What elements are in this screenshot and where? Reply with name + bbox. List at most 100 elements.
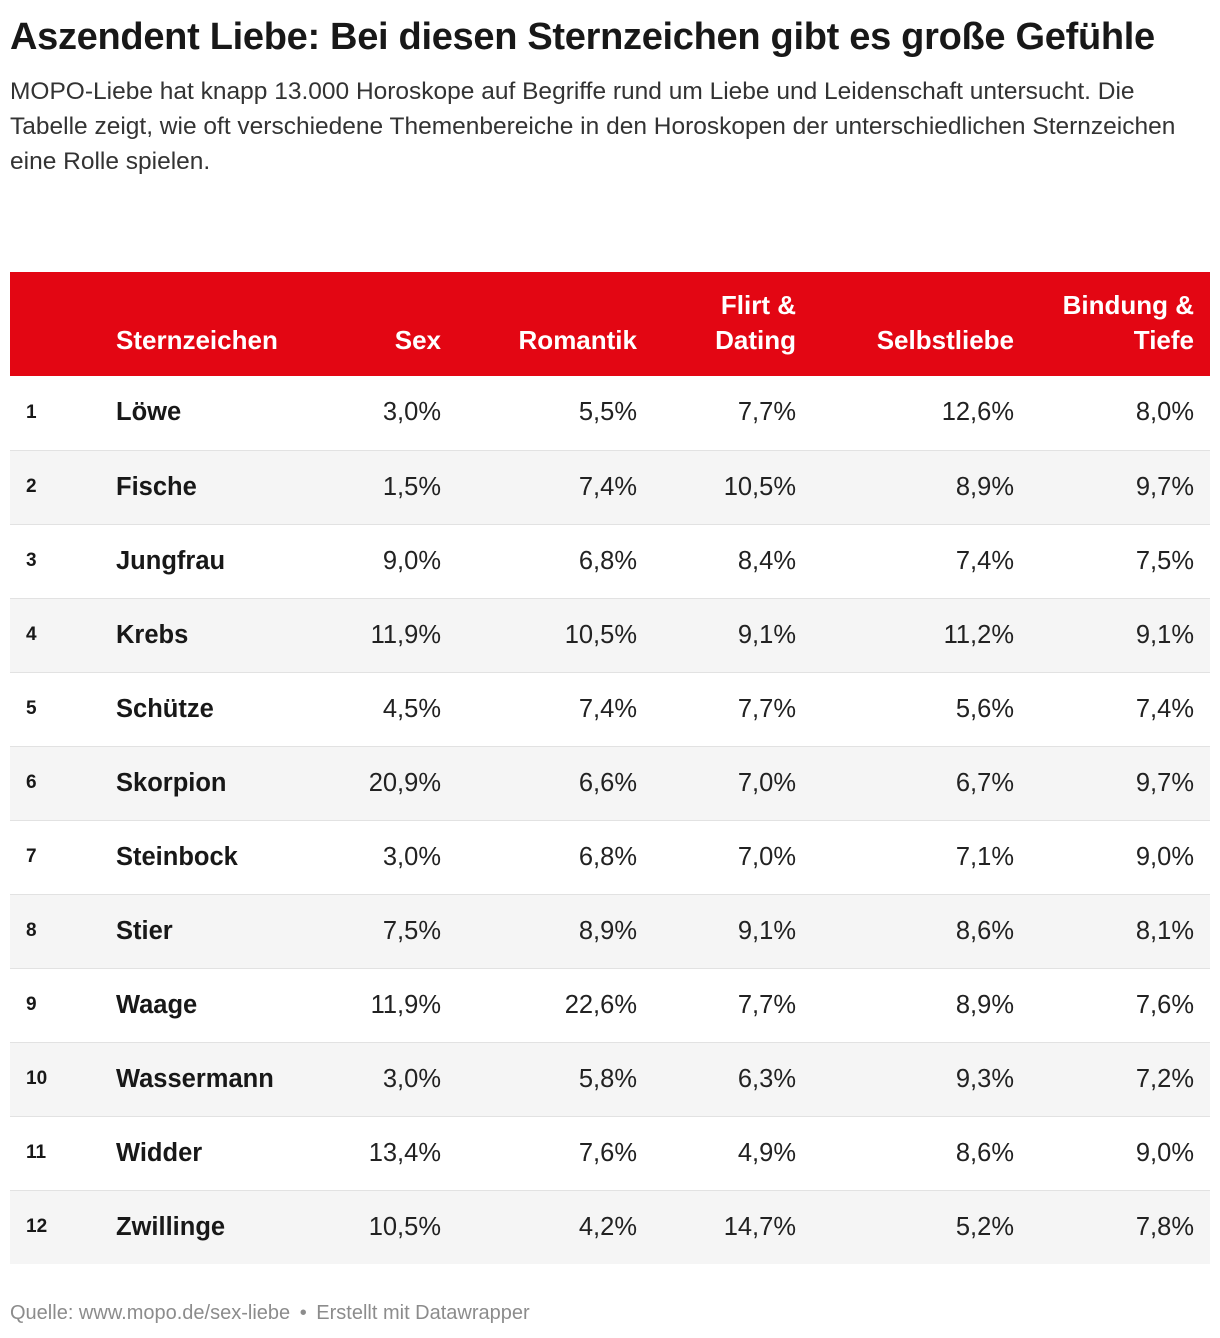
value-cell: 7,1%: [812, 820, 1030, 895]
value-cell: 11,9%: [300, 968, 457, 1043]
rank-cell: 4: [10, 598, 100, 673]
sign-cell: Schütze: [100, 672, 300, 747]
rank-cell: 7: [10, 820, 100, 895]
value-cell: 11,9%: [300, 598, 457, 673]
value-cell: 7,4%: [812, 524, 1030, 599]
value-cell: 7,7%: [653, 968, 812, 1043]
column-header: Sex: [394, 325, 441, 355]
sign-cell: Stier: [100, 894, 300, 969]
value-cell: 5,6%: [812, 672, 1030, 747]
value-cell: 8,4%: [653, 524, 812, 599]
column-header: [10, 272, 100, 376]
rank-cell: 11: [10, 1116, 100, 1191]
sign-cell: Löwe: [100, 376, 300, 451]
value-cell: 20,9%: [300, 746, 457, 821]
table-row: 11 Widder 13,4% 7,6% 4,9% 8,6% 9,0%: [10, 1116, 1210, 1191]
value-cell: 12,6%: [812, 376, 1030, 451]
value-cell: 7,6%: [1030, 968, 1210, 1043]
value-cell: 9,1%: [653, 894, 812, 969]
data-table: Sternzeichen Sex Romantik Flirt & Dating Sel…: [10, 272, 1210, 1264]
sign-cell: Jungfrau: [100, 524, 300, 599]
value-cell: 6,3%: [653, 1042, 812, 1117]
value-cell: 4,2%: [457, 1190, 653, 1264]
chart-container: Aszendent Liebe: Bei diesen Sternzeichen…: [10, 0, 1210, 1324]
sign-cell: Fische: [100, 450, 300, 525]
value-cell: 1,5%: [300, 450, 457, 525]
chart-subtitle: MOPO-Liebe hat knapp 13.000 Horoskope au…: [10, 78, 1176, 175]
value-cell: 10,5%: [457, 598, 653, 673]
footer-separator: •: [299, 1302, 307, 1324]
chart-title: Aszendent Liebe: Bei diesen Sternzeichen…: [10, 16, 1155, 58]
value-cell: 6,8%: [457, 820, 653, 895]
value-cell: 8,1%: [1030, 894, 1210, 969]
value-cell: 7,4%: [1030, 672, 1210, 747]
sign-cell: Skorpion: [100, 746, 300, 821]
value-cell: 8,9%: [812, 450, 1030, 525]
value-cell: 7,8%: [1030, 1190, 1210, 1264]
value-cell: 7,0%: [653, 820, 812, 895]
sign-cell: Widder: [100, 1116, 300, 1191]
rank-cell: 9: [10, 968, 100, 1043]
rank-cell: 3: [10, 524, 100, 599]
value-cell: 5,5%: [457, 376, 653, 451]
value-cell: 3,0%: [300, 376, 457, 451]
value-cell: 7,5%: [300, 894, 457, 969]
column-header: Flirt & Dating: [715, 290, 796, 355]
column-header: Selbstliebe: [876, 325, 1014, 355]
value-cell: 9,1%: [1030, 598, 1210, 673]
value-cell: 7,0%: [653, 746, 812, 821]
credit-note: Erstellt mit Datawrapper: [316, 1302, 530, 1324]
sign-cell: Zwillinge: [100, 1190, 300, 1264]
value-cell: 7,2%: [1030, 1042, 1210, 1117]
value-cell: 4,5%: [300, 672, 457, 747]
value-cell: 6,6%: [457, 746, 653, 821]
table-row: 1 Löwe 3,0% 5,5% 7,7% 12,6% 8,0%: [10, 376, 1210, 451]
rank-cell: 1: [10, 376, 100, 451]
column-header: Sternzeichen: [116, 325, 278, 355]
rank-cell: 10: [10, 1042, 100, 1117]
sign-cell: Steinbock: [100, 820, 300, 895]
table-row: 9 Waage 11,9% 22,6% 7,7% 8,9% 7,6%: [10, 968, 1210, 1043]
rank-cell: 6: [10, 746, 100, 821]
footer: Quelle: www.mopo.de/sex-liebe • Erstellt…: [10, 1302, 530, 1325]
value-cell: 7,4%: [457, 450, 653, 525]
table-row: 12 Zwillinge 10,5% 4,2% 14,7% 5,2% 7,8%: [10, 1190, 1210, 1264]
table-body: 1 Löwe 3,0% 5,5% 7,7% 12,6% 8,0% 2 Fische 1,5% 7,4…: [10, 376, 1210, 1264]
table-row: 10 Wassermann 3,0% 5,8% 6,3% 9,3% 7,2%: [10, 1042, 1210, 1117]
value-cell: 9,7%: [1030, 746, 1210, 821]
value-cell: 6,8%: [457, 524, 653, 599]
table-row: 3 Jungfrau 9,0% 6,8% 8,4% 7,4% 7,5%: [10, 524, 1210, 599]
value-cell: 4,9%: [653, 1116, 812, 1191]
value-cell: 3,0%: [300, 820, 457, 895]
rank-cell: 8: [10, 894, 100, 969]
value-cell: 8,9%: [812, 968, 1030, 1043]
table-header-row: Sternzeichen Sex Romantik Flirt & Dating Sel…: [10, 272, 1210, 376]
table-row: 6 Skorpion 20,9% 6,6% 7,0% 6,7% 9,7%: [10, 746, 1210, 821]
value-cell: 11,2%: [812, 598, 1030, 673]
column-header: Romantik: [518, 325, 637, 355]
value-cell: 5,2%: [812, 1190, 1030, 1264]
value-cell: 22,6%: [457, 968, 653, 1043]
table-row: 7 Steinbock 3,0% 6,8% 7,0% 7,1% 9,0%: [10, 820, 1210, 895]
value-cell: 8,6%: [812, 894, 1030, 969]
value-cell: 13,4%: [300, 1116, 457, 1191]
value-cell: 9,0%: [1030, 1116, 1210, 1191]
rank-cell: 5: [10, 672, 100, 747]
value-cell: 8,6%: [812, 1116, 1030, 1191]
value-cell: 9,0%: [1030, 820, 1210, 895]
rank-cell: 12: [10, 1190, 100, 1264]
value-cell: 9,3%: [812, 1042, 1030, 1117]
table-row: 8 Stier 7,5% 8,9% 9,1% 8,6% 8,1%: [10, 894, 1210, 969]
value-cell: 9,0%: [300, 524, 457, 599]
value-cell: 5,8%: [457, 1042, 653, 1117]
sign-cell: Wassermann: [100, 1042, 300, 1117]
value-cell: 6,7%: [812, 746, 1030, 821]
column-header: Bindung & Tiefe: [1062, 290, 1194, 355]
value-cell: 9,1%: [653, 598, 812, 673]
value-cell: 10,5%: [300, 1190, 457, 1264]
value-cell: 7,7%: [653, 672, 812, 747]
table-row: 4 Krebs 11,9% 10,5% 9,1% 11,2% 9,1%: [10, 598, 1210, 673]
value-cell: 14,7%: [653, 1190, 812, 1264]
table-row: 2 Fische 1,5% 7,4% 10,5% 8,9% 9,7%: [10, 450, 1210, 525]
value-cell: 3,0%: [300, 1042, 457, 1117]
